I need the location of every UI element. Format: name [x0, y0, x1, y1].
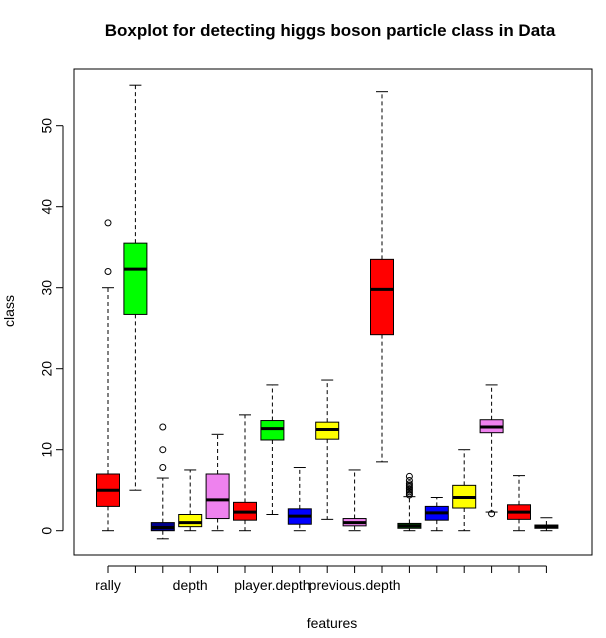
y-tick-label: 20 [39, 361, 55, 377]
box-2 [123, 84, 148, 491]
box-17 [534, 517, 559, 532]
box-11 [370, 91, 394, 463]
x-tick-label: depth [173, 577, 208, 593]
outlier-point [405, 472, 413, 480]
outlier-point [405, 476, 413, 484]
box-15 [479, 384, 504, 518]
box-14 [452, 449, 477, 532]
box-body [260, 420, 285, 441]
y-tick-label: 50 [39, 118, 55, 134]
y-axis-label: class [1, 295, 17, 327]
outlier-point [488, 510, 496, 518]
box-7 [260, 384, 285, 515]
y-tick-label: 30 [39, 280, 55, 296]
box-10 [342, 469, 367, 532]
box-body [370, 258, 394, 336]
y-tick-label: 0 [39, 527, 55, 535]
plot-frame [73, 68, 593, 556]
y-tick-label: 40 [39, 199, 55, 215]
outlier-point [159, 423, 167, 431]
x-tick-label: rally [95, 577, 121, 593]
box-8 [287, 467, 312, 532]
outlier-point [104, 268, 112, 275]
outlier-point [405, 480, 413, 488]
outlier-point [104, 219, 112, 227]
y-axis: 0 10 20 30 40 50 [39, 118, 64, 535]
x-tick-label: player.depth [234, 577, 310, 593]
box-body [205, 473, 230, 520]
outlier-point [159, 446, 167, 454]
box-16 [507, 475, 531, 532]
box-6 [233, 414, 257, 532]
x-axis-label: features [307, 615, 358, 631]
box-5 [205, 433, 230, 532]
box-3 [150, 423, 175, 540]
box-4 [178, 469, 203, 532]
box-body [178, 514, 203, 528]
box-series [96, 84, 559, 540]
box-13 [424, 496, 449, 532]
box-1 [96, 219, 120, 532]
x-tick-label: previous.depth [309, 577, 401, 593]
outlier-point [159, 464, 167, 472]
box-9 [315, 379, 340, 520]
chart-title: Boxplot for detecting higgs boson partic… [105, 21, 556, 40]
box-body [123, 242, 148, 315]
box-12 [397, 472, 422, 532]
y-tick-label: 10 [39, 442, 55, 458]
